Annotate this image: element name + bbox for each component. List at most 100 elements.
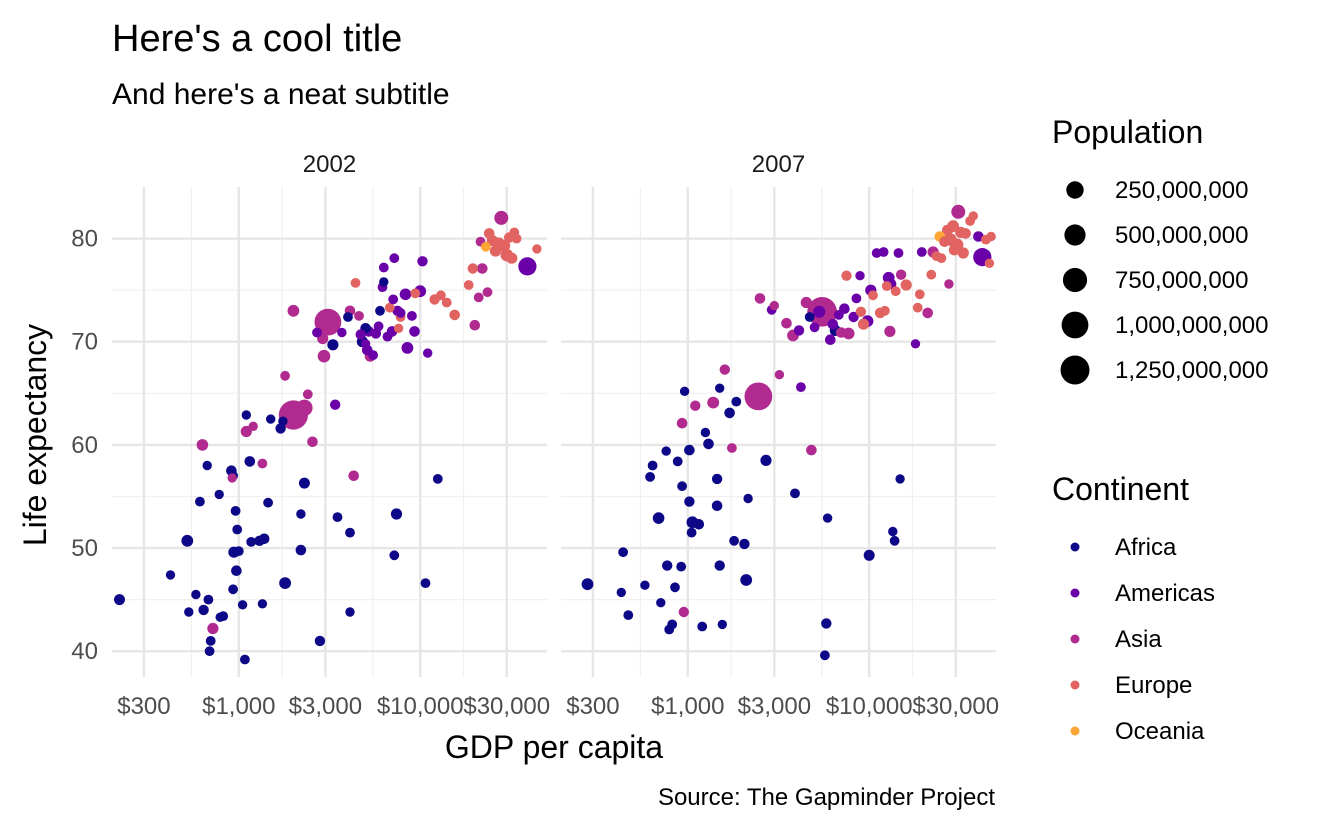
point-2002-africa: [204, 646, 215, 657]
point-2007-africa: [581, 578, 594, 591]
point-2007-africa: [672, 456, 683, 467]
point-2002-europe: [483, 228, 495, 239]
x-tick-label: $300: [117, 693, 170, 720]
point-2007-africa: [616, 587, 626, 598]
population-legend-key: [1064, 224, 1086, 246]
population-legend-key: [1066, 181, 1084, 199]
point-2007-asia: [895, 269, 907, 280]
point-2002-americas: [518, 257, 537, 276]
point-2002-africa: [295, 544, 307, 556]
panel-grid-2002: [112, 187, 547, 677]
point-2007-americas: [855, 271, 865, 281]
population-legend-label: 750,000,000: [1115, 267, 1248, 294]
point-2007-europe: [900, 279, 912, 291]
point-2007-asia: [754, 293, 766, 304]
population-legend: Population 250,000,000 500,000,000 750,000…: [1052, 114, 1268, 385]
point-2002-africa: [296, 509, 306, 519]
point-2002-europe: [449, 309, 461, 321]
continent-legend-title: Continent: [1052, 471, 1189, 507]
point-2007-asia: [951, 204, 966, 219]
x-tick-label: $10,000: [377, 693, 464, 720]
point-2002-africa: [198, 604, 209, 616]
point-2002-asia: [240, 425, 252, 438]
point-2007-africa: [684, 496, 695, 507]
population-legend-label: 250,000,000: [1115, 177, 1248, 204]
point-2007-africa: [739, 538, 750, 550]
point-2002-africa: [202, 460, 212, 471]
population-legend-key: [1062, 267, 1088, 293]
point-2002-asia: [257, 458, 268, 469]
point-2007-africa: [652, 512, 665, 524]
continent-legend: Continent Africa Americas Asia Europe Oceani…: [1052, 471, 1215, 745]
population-legend-title: Population: [1052, 114, 1203, 150]
point-2007-asia: [922, 307, 933, 319]
point-2002-europe: [467, 263, 478, 274]
x-tick-label: $3,000: [289, 693, 362, 720]
point-2007-americas: [809, 322, 820, 333]
point-2007-americas: [796, 382, 806, 392]
continent-legend-key-europe: [1070, 680, 1080, 690]
point-2007-africa: [667, 619, 678, 630]
point-2002-americas: [423, 348, 433, 358]
point-2002-asia: [317, 349, 331, 363]
x-tick-label: $300: [566, 693, 619, 720]
point-2002-africa: [191, 589, 201, 600]
point-2007-asia: [719, 364, 730, 375]
point-2007-africa: [717, 619, 727, 630]
point-2007-americas: [910, 339, 921, 349]
point-2007-europe: [936, 253, 947, 264]
population-legend-label: 500,000,000: [1115, 222, 1248, 249]
y-tick-label: 50: [71, 535, 98, 562]
point-2002-americas: [360, 339, 371, 349]
x-tick-label: $10,000: [826, 693, 913, 720]
continent-legend-key-asia: [1070, 634, 1080, 644]
point-2007-americas: [827, 318, 839, 330]
point-2002-africa: [231, 565, 242, 576]
point-2007-europe: [890, 286, 901, 297]
point-2002-africa: [254, 535, 265, 546]
continent-legend-label: Oceania: [1115, 718, 1205, 745]
point-2002-europe: [393, 323, 404, 333]
point-2007-asia: [835, 327, 847, 338]
point-2007-americas: [813, 305, 826, 318]
facet-panel-2002: 2002 $300 $1,000 $3,000 $10,000 $30,000: [112, 151, 550, 720]
continent-legend-label: Europe: [1115, 672, 1192, 699]
point-2007-asia: [769, 300, 779, 311]
x-tick-label: $1,000: [202, 693, 275, 720]
point-2007-europe: [841, 270, 852, 281]
continent-legend-key-africa: [1070, 542, 1080, 552]
point-2002-asia: [469, 319, 481, 331]
panel-points-2007: [581, 204, 996, 661]
point-2007-africa: [697, 621, 708, 632]
point-2007-africa: [640, 580, 650, 590]
point-2002-americas: [373, 321, 384, 332]
point-2007-africa: [729, 535, 739, 546]
point-2002-asia: [196, 439, 209, 451]
point-2002-europe: [506, 252, 518, 264]
point-2007-africa: [714, 560, 725, 571]
point-2007-africa: [740, 574, 753, 586]
point-2002-europe: [350, 278, 361, 288]
point-2002-americas: [337, 327, 347, 338]
point-2002-asia: [348, 470, 360, 482]
chart-title: Here's a cool title: [112, 18, 402, 60]
point-2007-africa: [647, 460, 658, 471]
point-2002-asia: [494, 210, 509, 225]
point-2002-africa: [203, 594, 214, 605]
point-2007-americas: [825, 334, 836, 346]
point-2002-americas: [401, 342, 414, 354]
point-2007-asia: [707, 396, 720, 409]
point-2007-africa: [656, 598, 666, 608]
facet-strip-label-2007: 2007: [752, 151, 805, 178]
y-tick-label: 80: [71, 226, 98, 253]
point-2002-africa: [263, 497, 273, 508]
y-tick-label: 70: [71, 329, 98, 356]
point-2002-africa: [279, 577, 291, 589]
continent-legend-key-americas: [1070, 588, 1080, 598]
point-2002-americas: [368, 350, 378, 360]
point-2002-africa: [240, 654, 250, 665]
x-tick-label: $3,000: [738, 693, 811, 720]
point-2002-africa: [389, 550, 400, 561]
population-legend-label: 1,250,000,000: [1115, 357, 1268, 384]
point-2002-africa: [205, 636, 216, 646]
